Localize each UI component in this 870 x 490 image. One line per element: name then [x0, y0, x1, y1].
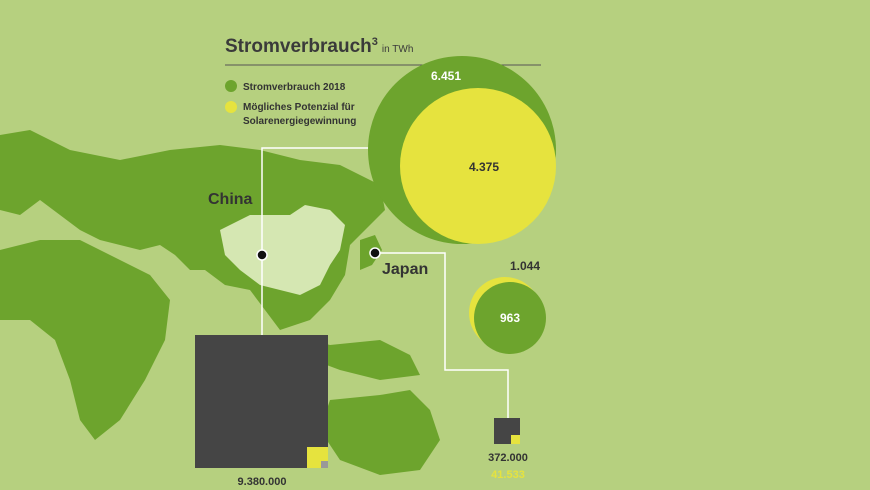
- legend-swatch: [225, 80, 237, 92]
- legend-label: Stromverbrauch 2018: [243, 82, 346, 93]
- legend-label: Mögliches Potenzial für: [243, 102, 355, 113]
- japan-area-2: 41.533: [491, 469, 525, 481]
- connector: [375, 252, 509, 418]
- japan-solar: 963: [500, 311, 520, 325]
- china-dot: [256, 249, 268, 261]
- china-area-square: [195, 335, 328, 468]
- title-superscript: 3: [372, 36, 378, 48]
- china-solar-circle: [400, 88, 556, 244]
- japan-solar-square: [511, 435, 520, 444]
- country-label: China: [208, 191, 253, 208]
- title: Stromverbrauch3 in TWh: [225, 36, 413, 57]
- china-highlight: [220, 205, 345, 295]
- australia: [320, 390, 440, 475]
- japan-dot: [369, 247, 381, 259]
- japan-area: 372.000: [488, 452, 528, 464]
- china-small-square: [321, 461, 328, 468]
- china-area: 9.380.000: [238, 476, 287, 488]
- china-solar: 4.375: [469, 160, 499, 174]
- title-text: Stromverbrauch: [225, 36, 372, 57]
- connector: [261, 147, 372, 335]
- japan-consumption: 1.044: [510, 259, 540, 273]
- unit: in TWh: [382, 44, 414, 55]
- legend-swatch: [225, 101, 237, 113]
- china-consumption: 6.451: [431, 69, 461, 83]
- country-label: Japan: [382, 261, 428, 278]
- legend-label: Solarenergiegewinnung: [243, 116, 356, 127]
- africa: [0, 240, 170, 440]
- japan-consumption-circle: [474, 282, 546, 354]
